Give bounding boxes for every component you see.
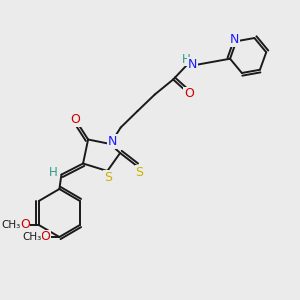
Text: N: N	[230, 33, 239, 46]
Text: N: N	[108, 135, 117, 148]
Text: O: O	[40, 230, 50, 244]
Text: S: S	[104, 171, 112, 184]
Text: O: O	[184, 87, 194, 101]
Text: CH₃: CH₃	[22, 232, 41, 242]
Text: N: N	[188, 58, 197, 71]
Text: CH₃: CH₃	[2, 220, 21, 230]
Text: H: H	[49, 166, 58, 179]
Text: H: H	[182, 52, 190, 66]
Text: O: O	[20, 218, 30, 232]
Text: O: O	[70, 113, 80, 126]
Text: S: S	[135, 166, 143, 179]
